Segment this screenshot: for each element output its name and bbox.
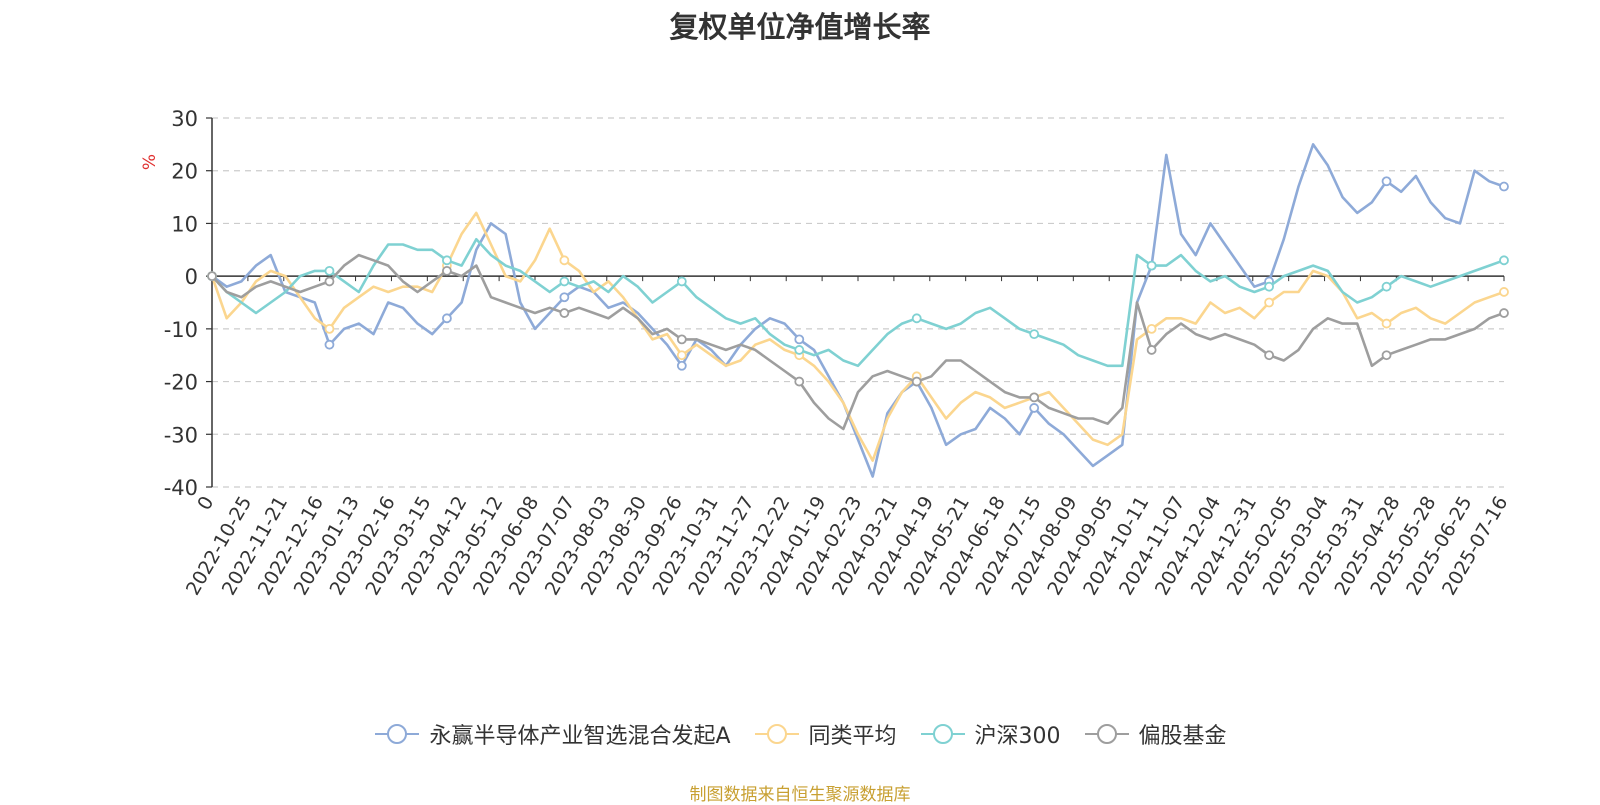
source-note: 制图数据来自恒生聚源数据库 <box>689 785 911 805</box>
series-line-1 <box>210 211 1505 462</box>
data-point <box>1146 323 1157 334</box>
data-point <box>911 376 922 387</box>
data-point <box>1499 287 1509 297</box>
legend-item[interactable]: 同类平均 <box>753 718 897 750</box>
legend-item[interactable]: 沪深300 <box>919 718 1061 750</box>
y-tick-label: -20 <box>164 371 198 395</box>
data-point <box>794 376 805 387</box>
data-point <box>1499 181 1509 192</box>
series-lines <box>207 143 1509 478</box>
data-point <box>207 271 217 282</box>
chart-title: 复权单位净值增长率 <box>669 10 931 44</box>
data-point <box>324 265 335 276</box>
data-point <box>1029 329 1040 340</box>
data-point <box>794 345 805 355</box>
y-tick-label: -30 <box>164 423 198 447</box>
data-point <box>559 276 570 287</box>
y-tick-label: 0 <box>185 265 198 289</box>
legend-label: 同类平均 <box>808 724 897 749</box>
data-point <box>324 339 335 350</box>
legend: 永赢半导体产业智选混合发起A 同类平均 沪深300 偏股基金 <box>0 718 1600 750</box>
data-point <box>1264 350 1274 361</box>
data-point <box>676 360 687 371</box>
data-point <box>1381 350 1392 361</box>
data-point <box>1381 318 1392 329</box>
data-point <box>676 334 687 345</box>
data-point <box>324 276 335 287</box>
legend-item[interactable]: 偏股基金 <box>1083 718 1227 750</box>
legend-swatch-icon <box>754 724 799 744</box>
data-point <box>1381 176 1392 187</box>
data-point <box>442 265 452 276</box>
y-tick-label: -40 <box>164 476 198 500</box>
data-point <box>1146 345 1157 355</box>
series-line-3 <box>211 253 1505 431</box>
y-tick-label: 20 <box>171 160 198 184</box>
series-line-2 <box>211 237 1505 368</box>
data-point <box>676 350 687 361</box>
data-point <box>559 308 570 318</box>
series-line-0 <box>211 143 1505 478</box>
data-point <box>442 255 452 266</box>
data-point <box>911 313 922 324</box>
data-point <box>559 255 570 266</box>
legend-swatch-icon <box>1084 724 1129 744</box>
data-point <box>1499 308 1509 318</box>
legend-swatch-icon <box>920 724 965 744</box>
data-point <box>794 334 805 345</box>
y-axis-label: % <box>140 154 160 170</box>
legend-label: 永赢半导体产业智选混合发起A <box>429 724 731 749</box>
legend-swatch-icon <box>375 724 420 744</box>
data-point <box>442 313 452 324</box>
y-tick-label: 10 <box>171 212 198 236</box>
data-point <box>1029 392 1040 403</box>
x-tick-label: 0 <box>193 493 218 514</box>
data-point <box>324 323 335 334</box>
data-point <box>676 276 687 287</box>
legend-label: 沪深300 <box>974 724 1061 749</box>
y-tick-label: -10 <box>164 318 198 342</box>
y-tick-label: 30 <box>171 107 198 131</box>
data-point <box>559 292 570 303</box>
data-point <box>1146 260 1157 271</box>
data-point <box>1264 281 1274 292</box>
legend-item[interactable]: 永赢半导体产业智选混合发起A <box>373 718 731 750</box>
tick-labels: 3020100-10-20-30-4002022-10-252022-11-21… <box>164 107 1513 599</box>
line-chart: 3020100-10-20-30-4002022-10-252022-11-21… <box>140 107 1513 599</box>
legend-label: 偏股基金 <box>1138 724 1227 749</box>
data-point <box>1264 297 1274 308</box>
data-point <box>1381 281 1392 292</box>
data-point <box>1499 255 1509 266</box>
data-point <box>1029 403 1040 413</box>
